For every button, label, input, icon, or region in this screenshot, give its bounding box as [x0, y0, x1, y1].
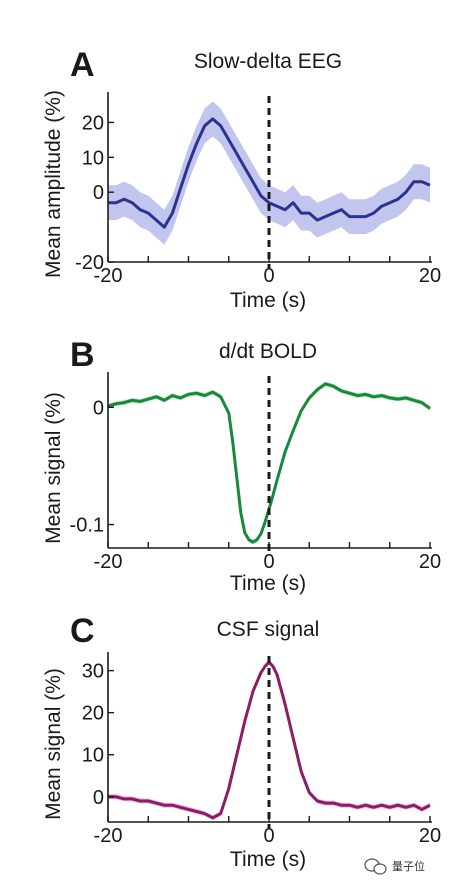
- y-tick-label: 10: [82, 147, 104, 169]
- x-tick-label: 20: [419, 265, 441, 287]
- y-ticks-c: 0 10 20 30: [82, 661, 114, 809]
- panel-b: B d/dt BOLD -20 0 20 -0.1 0 Time (s) Mean s…: [42, 336, 441, 595]
- series-line-b: [107, 382, 431, 544]
- panel-c: C CSF signal -20 0 20 0 10 20 30 Time (s) Mea…: [42, 612, 441, 871]
- y-tick-label: -20: [75, 252, 104, 274]
- panel-a: A Slow-delta EEG -20 0 20 -20 0 10 20 Time (s…: [42, 46, 441, 312]
- x-tick-label: 0: [263, 551, 274, 573]
- x-ticks-c: -20 0 20: [94, 816, 441, 847]
- y-ticks-b: -0.1 0: [70, 397, 114, 537]
- panel-title-c: CSF signal: [217, 618, 320, 641]
- x-ticks-a: -20 0 20: [94, 256, 441, 287]
- x-axis-label-b: Time (s): [230, 572, 306, 595]
- plot-area-c: -20 0 20 0 10 20 30: [82, 652, 441, 847]
- x-ticks-b: -20 0 20: [94, 542, 441, 573]
- x-axis-label-a: Time (s): [230, 289, 306, 312]
- panel-title-b: d/dt BOLD: [219, 340, 317, 363]
- x-tick-label: -20: [94, 825, 123, 847]
- y-ticks-a: -20 0 10 20: [75, 112, 114, 274]
- panel-title-a: Slow-delta EEG: [194, 50, 342, 73]
- panel-letter-c: C: [70, 612, 95, 650]
- confidence-band-a: [108, 101, 430, 245]
- panel-letter-b: B: [70, 336, 95, 374]
- plot-area-b: -20 0 20 -0.1 0: [70, 372, 441, 573]
- watermark-text: 量子位: [392, 859, 425, 873]
- watermark: 量子位: [364, 858, 425, 875]
- x-tick-label: -20: [94, 265, 123, 287]
- y-tick-label: 0: [93, 787, 104, 809]
- series-line-a: [108, 117, 431, 229]
- y-tick-label: 0: [93, 182, 104, 204]
- y-tick-label: -0.1: [70, 515, 104, 537]
- y-tick-label: 30: [82, 661, 104, 683]
- x-tick-label: 0: [263, 825, 274, 847]
- y-axis-label-b: Mean signal (%): [42, 392, 65, 544]
- panel-letter-a: A: [70, 46, 95, 84]
- plot-area-a: -20 0 20 -20 0 10 20: [75, 92, 441, 287]
- y-tick-label: 20: [82, 112, 104, 134]
- x-tick-label: 20: [419, 551, 441, 573]
- x-tick-label: -20: [94, 551, 123, 573]
- y-tick-label: 0: [93, 397, 104, 419]
- x-tick-label: 0: [263, 265, 274, 287]
- y-tick-label: 20: [82, 703, 104, 725]
- y-axis-label-a: Mean amplitude (%): [42, 90, 65, 278]
- x-axis-label-c: Time (s): [230, 848, 306, 871]
- wechat-icon: [364, 858, 387, 875]
- x-tick-label: 20: [419, 825, 441, 847]
- y-axis-label-c: Mean signal (%): [42, 668, 65, 820]
- y-tick-label: 10: [82, 745, 104, 767]
